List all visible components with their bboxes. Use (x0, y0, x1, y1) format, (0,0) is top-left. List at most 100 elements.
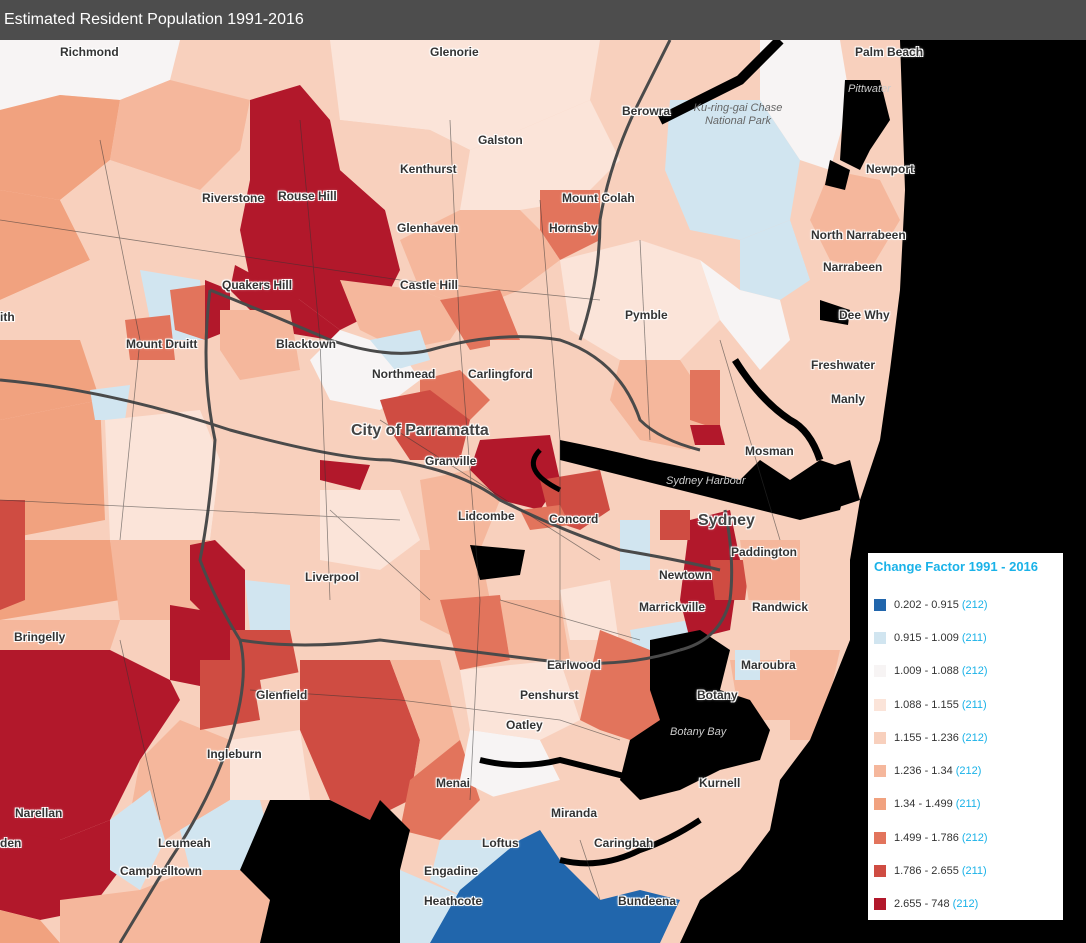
legend-row[interactable]: 1.786 - 2.655 (211) (874, 854, 1057, 887)
label-heathcote: Heathcote (424, 894, 483, 908)
region-w6[interactable] (0, 540, 120, 620)
region-ingleburn[interactable] (230, 730, 310, 800)
region-belrose[interactable] (740, 220, 810, 300)
region-sw1[interactable] (0, 910, 60, 943)
region-maroubra[interactable] (790, 650, 840, 740)
legend-row[interactable]: 1.499 - 1.786 (212) (874, 821, 1057, 854)
region-lidcombe-e[interactable] (520, 505, 570, 530)
region-parramatta[interactable] (380, 390, 470, 460)
legend-count: (212) (955, 765, 982, 778)
region-campbelltown[interactable] (60, 870, 270, 943)
region-pittwater-west[interactable] (760, 40, 850, 170)
region-riverstone[interactable] (60, 160, 210, 270)
region-earlwood[interactable] (460, 660, 580, 740)
legend-row[interactable]: 1.34 - 1.499 (211) (874, 788, 1057, 821)
region-randwick[interactable] (745, 600, 810, 660)
region-paddington[interactable] (740, 540, 800, 610)
legend-row[interactable]: 2.655 - 748 (212) (874, 888, 1057, 921)
region-w6b[interactable] (0, 500, 25, 610)
region-galston[interactable] (460, 100, 620, 210)
region-maroubra-b[interactable] (735, 650, 760, 680)
choropleth-map[interactable]: Richmond Glenorie Palm Beach Pittwater B… (0, 40, 1086, 943)
region-w4[interactable] (0, 340, 100, 420)
region-pymble[interactable] (560, 240, 720, 360)
region-cw2[interactable] (210, 460, 320, 560)
label-caringbah: Caringbah (594, 836, 654, 850)
region-richmond[interactable] (0, 40, 180, 110)
region-leumeah-w[interactable] (110, 790, 165, 890)
region-newport[interactable] (810, 170, 900, 270)
region-dee-why[interactable] (780, 340, 880, 420)
region-holsworthy[interactable] (300, 660, 420, 820)
region-narellan[interactable] (0, 820, 120, 920)
legend-count: (211) (961, 865, 987, 878)
region-glenorie[interactable] (330, 40, 600, 150)
region-w2[interactable] (0, 260, 150, 340)
region-w1[interactable] (0, 190, 90, 300)
region-miranda-w[interactable] (480, 780, 600, 850)
region-bringelly[interactable] (0, 620, 120, 650)
water-hawkesbury (657, 40, 784, 125)
region-sc6[interactable] (620, 520, 650, 570)
region-carlingford[interactable] (490, 340, 570, 410)
region-sc3[interactable] (440, 595, 510, 670)
label-ith: ith (0, 310, 15, 324)
region-lidcombe[interactable] (420, 470, 500, 550)
label-manly: Manly (831, 392, 866, 406)
label-sydney: Sydney (698, 512, 755, 529)
region-sc5[interactable] (560, 580, 620, 640)
region-menai[interactable] (400, 740, 480, 840)
road-eastern-dist (679, 509, 734, 652)
region-w7[interactable] (110, 540, 210, 620)
region-blacktown[interactable] (220, 310, 300, 380)
region-quakers-hill[interactable] (230, 265, 340, 340)
region-liverpool-c[interactable] (245, 580, 290, 630)
region-pyrmont[interactable] (660, 510, 690, 540)
label-miranda: Miranda (551, 806, 598, 820)
label-granville: Granville (425, 454, 477, 468)
water-parramatta-river (530, 448, 562, 493)
label-kurnell: Kurnell (699, 776, 741, 790)
region-kurnell[interactable] (660, 780, 780, 870)
region-rockdale[interactable] (580, 630, 680, 740)
region-ns4[interactable] (690, 370, 720, 430)
legend-range: 1.236 - 1.34 (894, 765, 953, 778)
region-bondi[interactable] (800, 540, 850, 650)
label-penshurst: Penshurst (520, 688, 579, 702)
region-ch2[interactable] (440, 290, 520, 350)
region-nm2[interactable] (370, 330, 430, 370)
region-hornsby[interactable] (540, 190, 600, 260)
road-network-minor (0, 119, 781, 901)
region-royal-np[interactable] (430, 830, 680, 943)
legend-row[interactable]: 0.915 - 1.009 (211) (874, 621, 1057, 654)
map-canvas[interactable] (0, 40, 1086, 943)
label-northmead: Northmead (372, 367, 436, 381)
legend-row[interactable]: 1.088 - 1.155 (211) (874, 688, 1057, 721)
region-kenthurst[interactable] (340, 120, 470, 240)
region-ns2[interactable] (700, 260, 790, 370)
region-camden[interactable] (0, 650, 180, 840)
region-merrylands[interactable] (320, 460, 370, 490)
region-sydney-core[interactable] (680, 510, 740, 640)
region-cw3[interactable] (320, 490, 420, 570)
region-castle-hill[interactable] (340, 280, 470, 350)
legend-row[interactable]: 1.236 - 1.34 (212) (874, 754, 1057, 787)
region-glenhaven[interactable] (400, 210, 560, 310)
region-nw2[interactable] (110, 80, 250, 190)
region-kirribilli[interactable] (690, 425, 725, 445)
legend-row[interactable]: 0.202 - 0.915 (212) (874, 588, 1057, 621)
road-m1 (578, 40, 672, 341)
region-sc2[interactable] (290, 560, 400, 640)
region-sc4[interactable] (500, 600, 570, 660)
region-glenfield-n[interactable] (200, 660, 260, 730)
region-nw1[interactable] (0, 95, 120, 200)
region-cw1[interactable] (105, 410, 220, 540)
region-w5b[interactable] (90, 385, 130, 420)
legend-row[interactable]: 1.009 - 1.088 (212) (874, 655, 1057, 688)
region-w3b[interactable] (170, 285, 205, 340)
region-w5[interactable] (0, 400, 105, 540)
water-botany-bay (620, 630, 770, 800)
region-rouse-hill[interactable] (240, 85, 400, 330)
region-kuringgai[interactable] (665, 100, 800, 240)
legend-row[interactable]: 1.155 - 1.236 (212) (874, 721, 1057, 754)
